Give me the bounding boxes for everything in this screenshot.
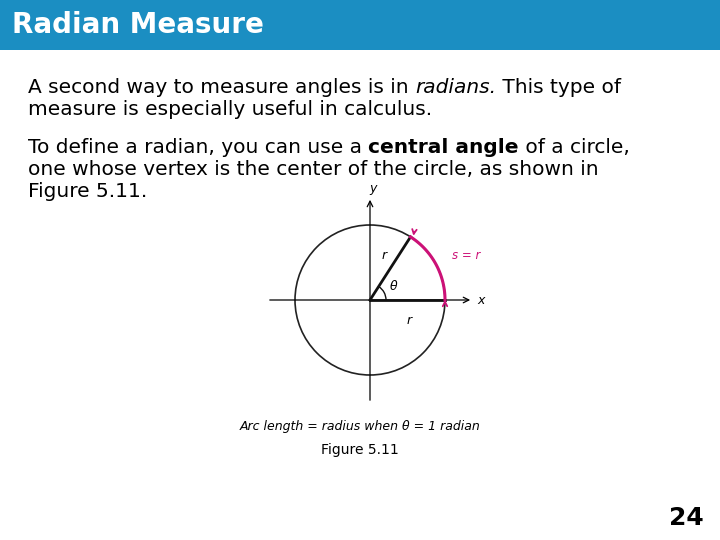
Text: Figure 5.11.: Figure 5.11.: [28, 182, 148, 201]
Text: Figure 5.11: Figure 5.11: [321, 443, 399, 457]
Text: s = r: s = r: [451, 249, 480, 262]
Text: central angle: central angle: [369, 138, 519, 157]
Text: of a circle,: of a circle,: [519, 138, 630, 157]
FancyBboxPatch shape: [0, 0, 720, 50]
Text: r: r: [381, 249, 387, 262]
Text: one whose vertex is the center of the circle, as shown in: one whose vertex is the center of the ci…: [28, 160, 598, 179]
Text: θ: θ: [390, 280, 397, 293]
Text: Radian Measure: Radian Measure: [12, 11, 264, 39]
Text: This type of: This type of: [496, 78, 621, 97]
Text: A second way to measure angles is in: A second way to measure angles is in: [28, 78, 415, 97]
Text: y: y: [369, 182, 377, 195]
Text: r: r: [406, 314, 412, 327]
Text: To define a radian, you can use a: To define a radian, you can use a: [28, 138, 369, 157]
Text: x: x: [477, 294, 485, 307]
Text: radians.: radians.: [415, 78, 496, 97]
Text: Arc length = radius when θ = 1 radian: Arc length = radius when θ = 1 radian: [240, 420, 480, 433]
Text: measure is especially useful in calculus.: measure is especially useful in calculus…: [28, 100, 432, 119]
Text: 24: 24: [670, 506, 704, 530]
